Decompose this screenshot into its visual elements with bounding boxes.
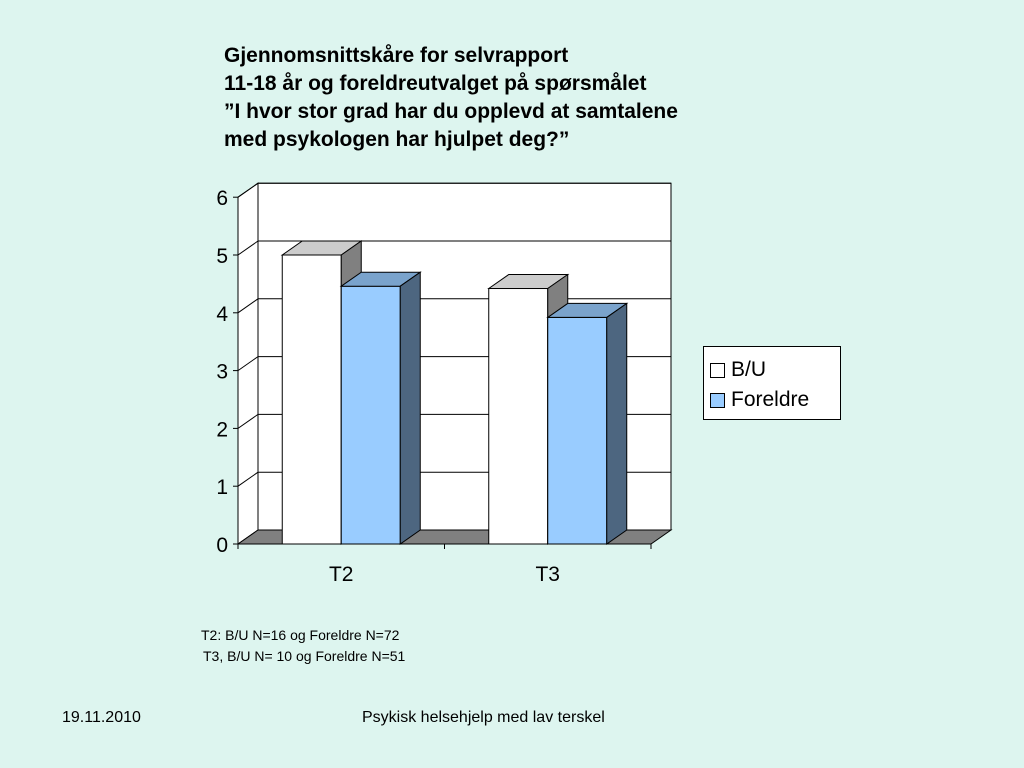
chart-legend: B/U Foreldre bbox=[703, 346, 841, 420]
bar-front bbox=[488, 288, 549, 545]
footer-title: Psykisk helsehjelp med lav terskel bbox=[362, 709, 605, 726]
y-tick-label: 2 bbox=[216, 418, 228, 441]
sample-note-t3: T3, B/U N= 10 og Foreldre N=51 bbox=[203, 648, 406, 664]
bar-front bbox=[340, 285, 401, 545]
title-line-2: 11-18 år og foreldreutvalget på spørsmål… bbox=[224, 72, 647, 95]
title-line-3: ”I hvor stor grad har du opplevd at samt… bbox=[224, 100, 678, 123]
y-tick-label: 0 bbox=[216, 534, 228, 557]
x-tick-label: T3 bbox=[535, 563, 560, 586]
y-tick-label: 3 bbox=[216, 361, 228, 384]
gridline-side bbox=[237, 240, 259, 256]
legend-label-foreldre: Foreldre bbox=[731, 388, 810, 411]
title-line-1: Gjennomsnittskåre for selvrapport bbox=[224, 44, 569, 67]
gridline-side bbox=[237, 471, 259, 487]
y-tick-label: 4 bbox=[216, 303, 228, 326]
legend-swatch-foreldre bbox=[710, 392, 725, 408]
y-tick-label: 1 bbox=[216, 476, 228, 499]
gridline-side bbox=[237, 182, 259, 198]
sample-note-t2: T2: B/U N=16 og Foreldre N=72 bbox=[201, 627, 400, 643]
x-tick-label: T2 bbox=[329, 563, 354, 586]
title-line-4: med psykologen har hjulpet deg?” bbox=[224, 128, 570, 151]
bar-side bbox=[399, 271, 421, 545]
footer-date: 19.11.2010 bbox=[62, 709, 141, 726]
legend-swatch-bu bbox=[710, 362, 725, 378]
chart-title: Gjennomsnittskåre for selvrapport 11-18 … bbox=[224, 42, 824, 154]
gridline-side bbox=[237, 298, 259, 314]
y-tick-label: 5 bbox=[216, 245, 228, 268]
bar-front bbox=[281, 254, 342, 545]
legend-item-bu: B/U bbox=[710, 355, 840, 385]
legend-label-bu: B/U bbox=[731, 358, 767, 381]
legend-item-foreldre: Foreldre bbox=[710, 385, 840, 415]
bar-side bbox=[606, 302, 628, 545]
bar-front bbox=[547, 316, 608, 545]
y-tick-label: 6 bbox=[216, 187, 228, 210]
gridline-side bbox=[237, 413, 259, 429]
gridline-side bbox=[237, 356, 259, 372]
